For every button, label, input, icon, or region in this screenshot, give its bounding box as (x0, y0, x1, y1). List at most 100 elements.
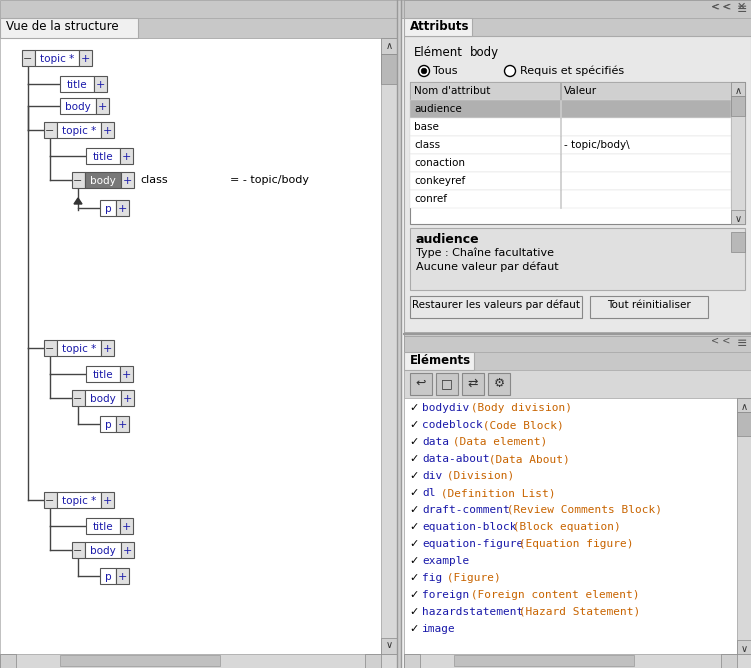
Circle shape (505, 65, 515, 77)
Text: title: title (67, 80, 87, 90)
Bar (121, 542, 134, 558)
Text: ≡: ≡ (737, 337, 747, 350)
Bar (0, 0, 751, 18)
Bar (462, 373, 484, 395)
Text: ✓: ✓ (409, 539, 418, 549)
Bar (96, 98, 109, 114)
Bar (381, 638, 397, 654)
Text: ✓: ✓ (409, 505, 418, 515)
Bar (121, 390, 134, 406)
Text: audience: audience (414, 104, 462, 114)
Bar (404, 370, 751, 398)
Bar (560, 136, 561, 154)
Text: example: example (422, 556, 469, 566)
Text: p: p (104, 420, 111, 430)
Bar (94, 76, 107, 92)
Bar (0, 654, 16, 668)
Text: (Data About): (Data About) (482, 454, 570, 464)
Text: ∨: ∨ (385, 640, 393, 650)
Bar (731, 232, 745, 252)
Bar (472, 18, 751, 36)
Text: −: − (74, 546, 83, 556)
Text: −: − (23, 54, 33, 64)
Text: ✓: ✓ (409, 420, 418, 430)
Bar (116, 200, 129, 216)
Bar (44, 492, 57, 508)
Text: ✓: ✓ (409, 556, 418, 566)
Bar (116, 568, 129, 584)
Text: conaction: conaction (414, 158, 465, 168)
Text: codeblock: codeblock (422, 420, 483, 430)
Bar (0, 18, 138, 38)
Bar (86, 148, 120, 164)
Bar (60, 655, 220, 666)
Bar (410, 100, 731, 118)
Bar (365, 654, 381, 668)
Text: conkeyref: conkeyref (414, 176, 466, 186)
Text: Attributs: Attributs (410, 20, 469, 33)
Text: (Code Block): (Code Block) (476, 420, 564, 430)
Bar (410, 154, 731, 172)
Bar (0, 654, 397, 668)
Text: Aucune valeur par défaut: Aucune valeur par défaut (416, 262, 559, 273)
Bar (79, 50, 92, 66)
Bar (60, 98, 96, 114)
Text: −: − (74, 394, 83, 404)
Text: (Figure): (Figure) (440, 573, 501, 583)
Bar (737, 640, 751, 654)
Bar (404, 398, 737, 654)
Bar (100, 568, 116, 584)
Bar (116, 416, 129, 432)
Bar (404, 654, 751, 668)
Bar (737, 398, 751, 412)
Bar (121, 172, 134, 188)
Text: base: base (414, 122, 439, 132)
Circle shape (421, 68, 427, 73)
Text: ✓: ✓ (409, 471, 418, 481)
Bar (86, 366, 120, 382)
Bar (22, 50, 35, 66)
Bar (737, 398, 751, 654)
Text: image: image (422, 624, 456, 634)
Bar (731, 96, 745, 116)
Text: div: div (422, 471, 442, 481)
Text: data: data (422, 437, 449, 447)
Text: (Division): (Division) (440, 471, 514, 481)
Text: ⇄: ⇄ (468, 377, 478, 390)
Bar (72, 390, 85, 406)
Text: ∨: ∨ (740, 644, 747, 654)
Text: +: + (117, 204, 127, 214)
Text: +: + (102, 344, 112, 354)
Bar (410, 373, 432, 395)
Bar (35, 50, 79, 66)
Bar (474, 352, 751, 370)
Text: +: + (122, 176, 131, 186)
Bar (381, 38, 397, 54)
Text: class: class (414, 140, 440, 150)
Bar (404, 332, 751, 336)
Bar (381, 54, 397, 84)
Bar (560, 100, 561, 118)
Bar (721, 654, 737, 668)
Text: class: class (140, 175, 167, 185)
Text: conref: conref (414, 194, 447, 204)
Bar (436, 373, 458, 395)
Text: +: + (102, 496, 112, 506)
Bar (404, 334, 751, 668)
Text: (Data element): (Data element) (446, 437, 547, 447)
Bar (454, 655, 634, 666)
Text: audience: audience (416, 233, 480, 246)
Text: (Definition List): (Definition List) (434, 488, 556, 498)
Bar (410, 82, 731, 100)
Bar (404, 334, 751, 352)
Text: □: □ (441, 377, 453, 390)
Bar (731, 82, 745, 224)
Text: < <: < < (712, 2, 731, 12)
Text: ∧: ∧ (740, 402, 747, 412)
Bar (138, 18, 397, 38)
Text: ✓: ✓ (409, 590, 418, 600)
Text: title: title (92, 370, 113, 380)
Text: Requis et spécifiés: Requis et spécifiés (520, 66, 624, 77)
Bar (57, 340, 101, 356)
Bar (731, 82, 745, 96)
